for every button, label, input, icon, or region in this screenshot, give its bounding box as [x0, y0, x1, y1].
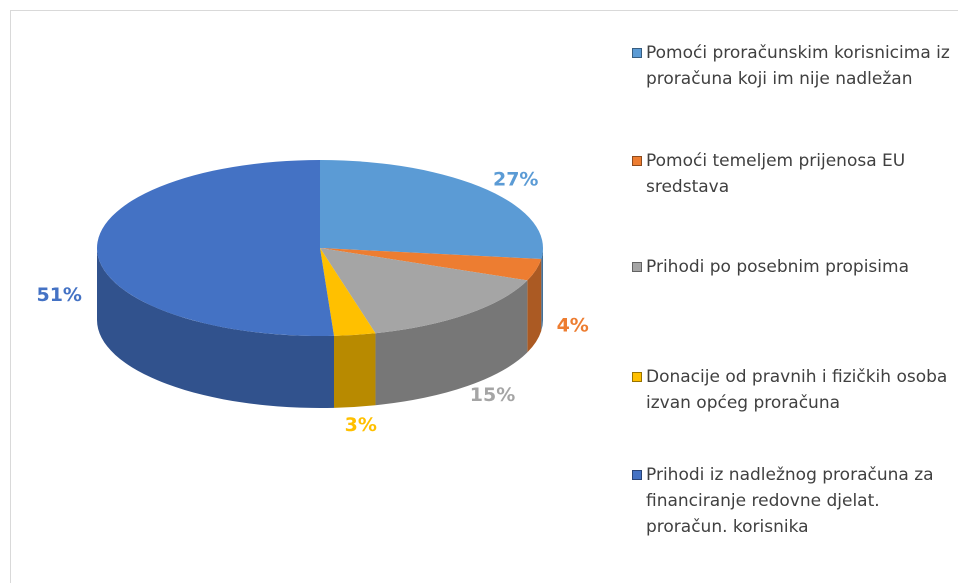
- pie-slice-side: [541, 248, 543, 332]
- data-label: 15%: [470, 384, 515, 406]
- pie-slice: [96, 160, 335, 336]
- legend-swatch: [632, 156, 642, 166]
- legend-label: Prihodi iz nadležnog proračuna za financ…: [646, 465, 934, 537]
- pie-slice: [320, 248, 376, 336]
- legend-swatch: [632, 48, 642, 58]
- data-label: 4%: [557, 314, 589, 336]
- legend-swatch: [632, 262, 642, 272]
- pie-slice-side: [527, 259, 542, 353]
- chart-frame: [10, 10, 958, 583]
- data-label: 27%: [493, 168, 538, 190]
- legend-label: Donacije od pravnih i fizičkih osoba izv…: [646, 367, 948, 413]
- legend-label: Prihodi po posebnim propisima: [646, 257, 909, 277]
- legend-entry: Pomoći temeljem prijenosa EU sredstava: [632, 148, 952, 200]
- data-label: 51%: [36, 284, 81, 306]
- legend-swatch: [632, 470, 642, 480]
- pie-slice: [320, 248, 528, 334]
- legend-entry: Donacije od pravnih i fizičkih osoba izv…: [632, 364, 952, 416]
- legend-entry: Prihodi po posebnim propisima: [632, 254, 952, 280]
- pie-slice: [320, 248, 542, 281]
- pie-slice-side: [375, 280, 528, 406]
- pie-slice: [320, 160, 543, 260]
- legend-swatch: [632, 372, 642, 382]
- pie-slice-side: [334, 333, 376, 408]
- legend-entry: Pomoći proračunskim korisnicima iz prora…: [632, 40, 952, 92]
- legend-label: Pomoći proračunskim korisnicima iz prora…: [646, 43, 950, 89]
- data-label: 3%: [345, 414, 377, 436]
- pie-slice-side: [97, 248, 335, 408]
- legend-label: Pomoći temeljem prijenosa EU sredstava: [646, 151, 906, 197]
- legend-entry: Prihodi iz nadležnog proračuna za financ…: [632, 462, 952, 540]
